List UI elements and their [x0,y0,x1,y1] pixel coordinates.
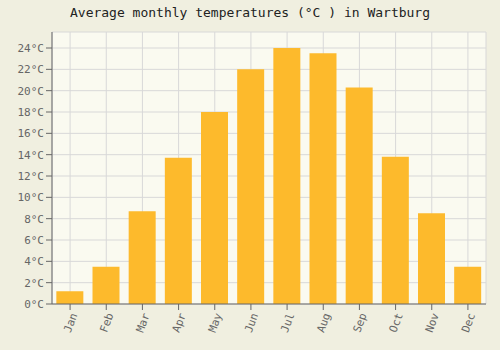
svg-text:16°C: 16°C [18,127,45,140]
svg-text:Dec: Dec [459,311,478,334]
svg-text:10°C: 10°C [18,191,45,204]
svg-text:8°C: 8°C [24,213,44,226]
svg-text:18°C: 18°C [18,106,45,119]
svg-text:Jul: Jul [278,311,297,334]
svg-text:12°C: 12°C [18,170,45,183]
svg-text:4°C: 4°C [24,255,44,268]
svg-text:May: May [206,311,225,334]
svg-text:24°C: 24°C [18,42,45,55]
svg-text:14°C: 14°C [18,149,45,162]
svg-text:22°C: 22°C [18,63,45,76]
html-text:Average monthly temperatures (: Average monthly temperatures (°C ) in Wa… [70,5,430,20]
svg-text:Aug: Aug [314,311,333,334]
svg-text:Apr: Apr [170,311,189,334]
svg-text:Feb: Feb [97,311,116,334]
svg-text:Mar: Mar [134,311,153,334]
svg-text:Oct: Oct [387,311,406,334]
svg-text:2°C: 2°C [24,277,44,290]
svg-text:Jan: Jan [61,311,80,334]
svg-text:Nov: Nov [423,311,442,334]
svg-text:20°C: 20°C [18,85,45,98]
svg-text:Jun: Jun [242,311,261,334]
svg-text:6°C: 6°C [24,234,44,247]
svg-text:0°C: 0°C [24,298,44,311]
svg-text:Sep: Sep [351,311,370,334]
